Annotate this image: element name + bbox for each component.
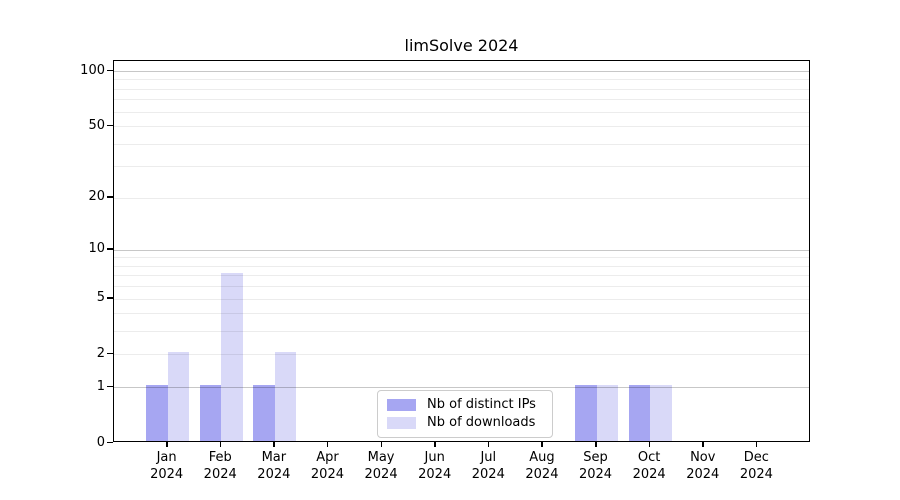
bar-distinct-ips-feb bbox=[199, 385, 222, 441]
bar-distinct-ips-oct bbox=[628, 385, 651, 441]
bar-downloads-mar bbox=[274, 352, 297, 441]
x-tick-label-jul: Jul 2024 bbox=[471, 450, 505, 482]
y-tick-mark-0 bbox=[107, 441, 113, 443]
y-tick-mark-2 bbox=[107, 352, 113, 355]
y-tick-label-10: 10 bbox=[88, 241, 105, 257]
x-tick-mark-apr bbox=[326, 442, 329, 447]
bar-downloads-oct bbox=[650, 385, 672, 441]
legend-swatch-downloads bbox=[387, 417, 416, 429]
bar-distinct-ips-mar bbox=[253, 385, 275, 441]
x-tick-mark-dec bbox=[755, 442, 758, 447]
legend-item-downloads: Nb of downloads bbox=[387, 415, 543, 431]
legend-item-distinct-ips: Nb of distinct IPs bbox=[387, 397, 543, 413]
plot-area bbox=[113, 60, 810, 442]
x-tick-mark-nov bbox=[702, 442, 704, 447]
x-tick-label-apr: Apr 2024 bbox=[310, 450, 344, 482]
x-tick-label-feb: Feb 2024 bbox=[203, 450, 237, 482]
x-tick-label-nov: Nov 2024 bbox=[686, 450, 720, 482]
bar-distinct-ips-sep bbox=[575, 385, 597, 441]
bar-downloads-jan bbox=[167, 352, 190, 441]
x-tick-label-sep: Sep 2024 bbox=[578, 450, 613, 482]
y-tick-label-1: 1 bbox=[96, 378, 105, 394]
y-tick-label-20: 20 bbox=[88, 189, 105, 205]
x-tick-mark-aug bbox=[541, 442, 543, 447]
y-tick-label-5: 5 bbox=[96, 290, 105, 306]
x-tick-mark-oct bbox=[648, 442, 651, 447]
x-tick-label-may: May 2024 bbox=[364, 450, 398, 482]
x-tick-label-aug: Aug 2024 bbox=[525, 450, 559, 482]
bar-downloads-feb bbox=[221, 273, 243, 441]
legend: Nb of distinct IPs Nb of downloads bbox=[377, 390, 553, 438]
y-tick-label-100: 100 bbox=[80, 62, 105, 78]
x-tick-label-mar: Mar 2024 bbox=[257, 450, 291, 482]
legend-swatch-distinct-ips bbox=[387, 399, 416, 411]
y-tick-mark-100 bbox=[107, 69, 113, 71]
y-tick-label-50: 50 bbox=[88, 117, 105, 133]
legend-label-distinct-ips: Nb of distinct IPs bbox=[427, 397, 536, 412]
x-tick-mark-mar bbox=[273, 442, 275, 447]
chart-title: limSolve 2024 bbox=[404, 36, 519, 55]
x-tick-mark-feb bbox=[219, 442, 222, 447]
x-tick-mark-sep bbox=[595, 442, 597, 447]
y-tick-mark-5 bbox=[107, 297, 113, 299]
y-tick-mark-10 bbox=[107, 248, 113, 250]
x-tick-label-oct: Oct 2024 bbox=[632, 450, 666, 482]
y-tick-mark-20 bbox=[107, 196, 113, 198]
legend-label-downloads: Nb of downloads bbox=[427, 415, 536, 430]
y-tick-label-2: 2 bbox=[96, 345, 105, 361]
x-tick-label-jun: Jun 2024 bbox=[418, 450, 452, 482]
y-tick-mark-1 bbox=[107, 385, 113, 388]
x-tick-mark-jul bbox=[487, 442, 490, 447]
x-tick-mark-jan bbox=[166, 442, 168, 447]
y-tick-label-0: 0 bbox=[96, 434, 105, 450]
bars-layer bbox=[114, 61, 809, 441]
x-tick-label-jan: Jan 2024 bbox=[150, 450, 184, 482]
x-tick-mark-jun bbox=[434, 442, 436, 447]
y-tick-mark-50 bbox=[107, 124, 113, 127]
x-tick-mark-may bbox=[380, 442, 383, 447]
bar-distinct-ips-jan bbox=[146, 385, 168, 441]
x-tick-label-dec: Dec 2024 bbox=[739, 450, 773, 482]
bar-downloads-sep bbox=[596, 385, 618, 441]
